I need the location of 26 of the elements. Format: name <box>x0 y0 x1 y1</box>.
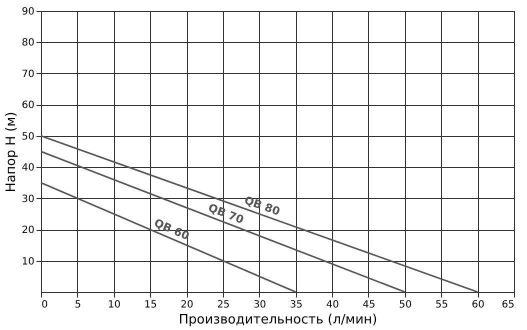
x-tick-label: 55 <box>435 300 448 310</box>
x-tick-label: 0 <box>42 300 48 310</box>
x-tick-label: 40 <box>326 300 339 310</box>
x-tick-label: 50 <box>398 300 412 310</box>
x-tick-label: 15 <box>144 300 158 310</box>
text: QB 60 <box>152 216 192 243</box>
y-tick-label: 30 <box>22 194 34 205</box>
y-tick-label: 80 <box>22 38 34 49</box>
x-tick-label: 25 <box>217 300 230 310</box>
x-tick-label: 30 <box>253 300 266 310</box>
x-axis-title: Производительность (л/мин) <box>178 312 378 328</box>
x-tick-label: 45 <box>362 300 376 310</box>
x-tick-label: 35 <box>290 300 303 310</box>
x-tick-label: 65 <box>502 300 514 310</box>
y-tick-label: 50 <box>22 131 34 142</box>
y-tick-label: 90 <box>22 6 34 18</box>
x-tick-label: 5 <box>74 300 82 310</box>
y-tick-label: 70 <box>22 68 34 80</box>
y-tick-label: 60 <box>22 100 34 112</box>
x-tick-label: 20 <box>180 300 194 310</box>
y-axis-title: Напор H (м) <box>4 112 19 192</box>
y-tick-label: 10 <box>22 256 34 268</box>
y-tick-label: 20 <box>22 225 34 236</box>
y-tick-label: 40 <box>22 162 34 174</box>
x-tick-label: 60 <box>472 300 484 310</box>
x-tick-label: 10 <box>108 300 121 310</box>
